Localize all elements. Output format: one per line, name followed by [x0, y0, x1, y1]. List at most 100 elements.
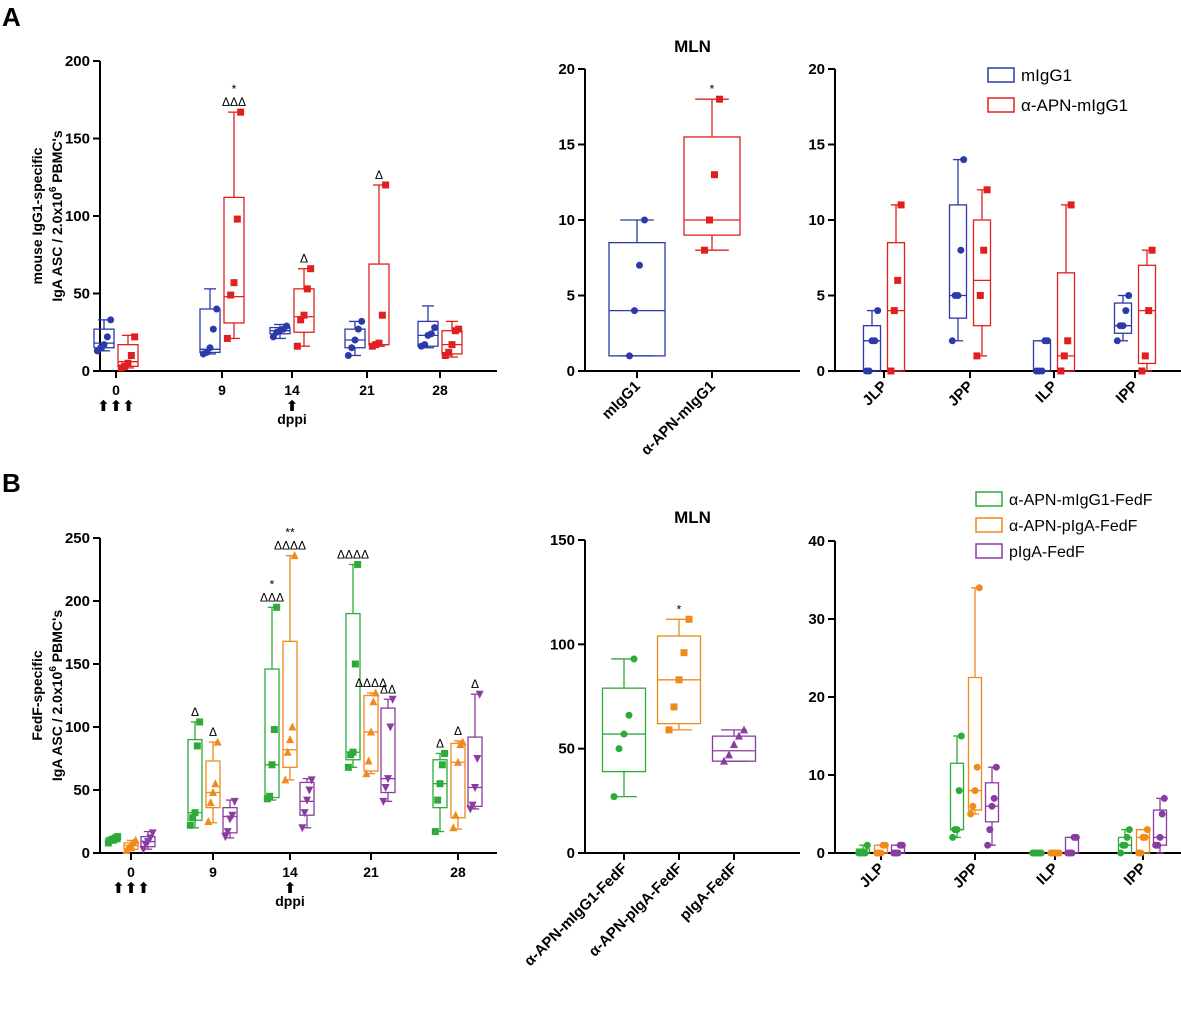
legend-swatch-piga-fedf: [975, 543, 1003, 559]
data-point: [871, 337, 879, 345]
data-point: [388, 695, 397, 704]
data-point: [969, 802, 977, 810]
data-point: [971, 787, 979, 795]
y-tick-label: 0: [567, 363, 575, 380]
box-iqr: [967, 676, 983, 811]
box-group: [344, 317, 366, 359]
box-iqr: [293, 288, 315, 333]
data-point: [973, 352, 981, 360]
data-point: [1158, 810, 1166, 818]
box-group: ΔΔΔ*: [260, 577, 284, 803]
box-group: [104, 833, 122, 847]
x-tick-label: IPP: [1113, 378, 1142, 407]
legend-swatch-apn-migg1: [987, 97, 1015, 113]
data-point: [1038, 367, 1046, 375]
y-tick-label: 15: [558, 137, 575, 154]
data-point: [305, 786, 314, 795]
data-point: [620, 730, 628, 738]
box-iqr: [683, 136, 741, 236]
y-axis-label-superscript: 6: [48, 186, 59, 192]
data-point: [1145, 307, 1153, 315]
x-tick-label: 21: [363, 864, 379, 880]
data-point: [196, 718, 204, 726]
data-point: [1138, 367, 1146, 375]
chart-title: MLN: [674, 37, 711, 56]
data-point: [382, 181, 390, 189]
data-point: [273, 603, 281, 611]
data-point: [615, 745, 623, 753]
box-group: [608, 216, 666, 360]
box-group: Δ: [449, 724, 467, 832]
data-point: [237, 108, 245, 116]
y-tick-label: 0: [82, 363, 90, 380]
data-point: [434, 796, 442, 804]
box-iqr: [299, 781, 315, 816]
data-point: [362, 769, 371, 778]
box-group: [139, 829, 157, 854]
data-point: [898, 841, 906, 849]
data-point: [1119, 322, 1127, 330]
data-point: [953, 826, 961, 834]
data-point: [348, 344, 356, 352]
y-tick-label: 5: [567, 288, 575, 305]
data-point: [209, 788, 217, 797]
box-iqr: [1032, 340, 1052, 372]
legend-label-apn-piga-fedf: α-APN-pIgA-FedF: [1009, 518, 1138, 535]
legend-swatch-apn-migg1-fedf: [975, 491, 1003, 507]
chart-b3: 0 10 20 30 40 JLP JPP ILP IPP: [808, 533, 1181, 892]
y-axis-label-line2: IgA ASC / 2.0x106 PBMC's: [48, 130, 65, 301]
x-tick-label: JLP: [859, 378, 890, 409]
data-point: [641, 216, 648, 224]
y-tick-label: 0: [817, 845, 825, 862]
box-group: Δ: [204, 725, 222, 825]
data-point: [438, 761, 446, 769]
box-group: [441, 320, 463, 359]
data-point: [300, 311, 308, 319]
box-group: [269, 322, 291, 341]
box-iqr: [1135, 828, 1151, 854]
data-point: [894, 276, 902, 284]
x-tick-label: 9: [209, 864, 217, 880]
box-group: ΔΔ: [379, 682, 397, 806]
data-point: [735, 731, 743, 740]
data-point: [300, 809, 309, 818]
data-point: [716, 95, 723, 103]
x-tick-label: JPP: [945, 378, 977, 410]
box-group: Δ: [368, 168, 390, 350]
data-point: [375, 339, 383, 347]
data-point: [354, 325, 362, 333]
y-tick-label: 40: [808, 533, 825, 550]
data-point: [281, 775, 290, 784]
x-tick-label: α-APN-mIgG1-FedF: [521, 860, 631, 970]
panel-letter-b: B: [2, 468, 21, 498]
data-point: [191, 809, 199, 817]
data-point: [949, 833, 957, 841]
y-tick-label: 30: [808, 611, 825, 628]
y-tick-label: 100: [65, 208, 90, 225]
data-point: [290, 551, 299, 560]
box-group: [1032, 337, 1052, 375]
data-point: [344, 763, 352, 771]
y-axis-label-line1: mouse IgG1-specific: [29, 147, 45, 284]
data-point: [371, 688, 380, 697]
y-axis-label-main: IgA ASC / 2.0x10: [49, 192, 65, 302]
data-point: [431, 324, 439, 332]
data-point: [973, 763, 981, 771]
significance-label: ΔΔΔΔ: [337, 547, 369, 561]
data-point: [441, 749, 449, 757]
data-point: [685, 615, 693, 623]
significance-label: Δ: [191, 705, 199, 719]
data-point: [298, 824, 307, 833]
data-point: [701, 246, 708, 254]
box-group: [1117, 826, 1133, 857]
x-axis-label: dppi: [277, 411, 307, 427]
data-point: [874, 307, 882, 315]
x-tick-label: 28: [450, 864, 466, 880]
box-group: [984, 763, 1000, 849]
data-point: [1072, 833, 1080, 841]
data-point: [297, 316, 305, 324]
data-point: [1117, 849, 1125, 857]
data-point: [730, 739, 738, 748]
box-iqr: [187, 738, 203, 821]
